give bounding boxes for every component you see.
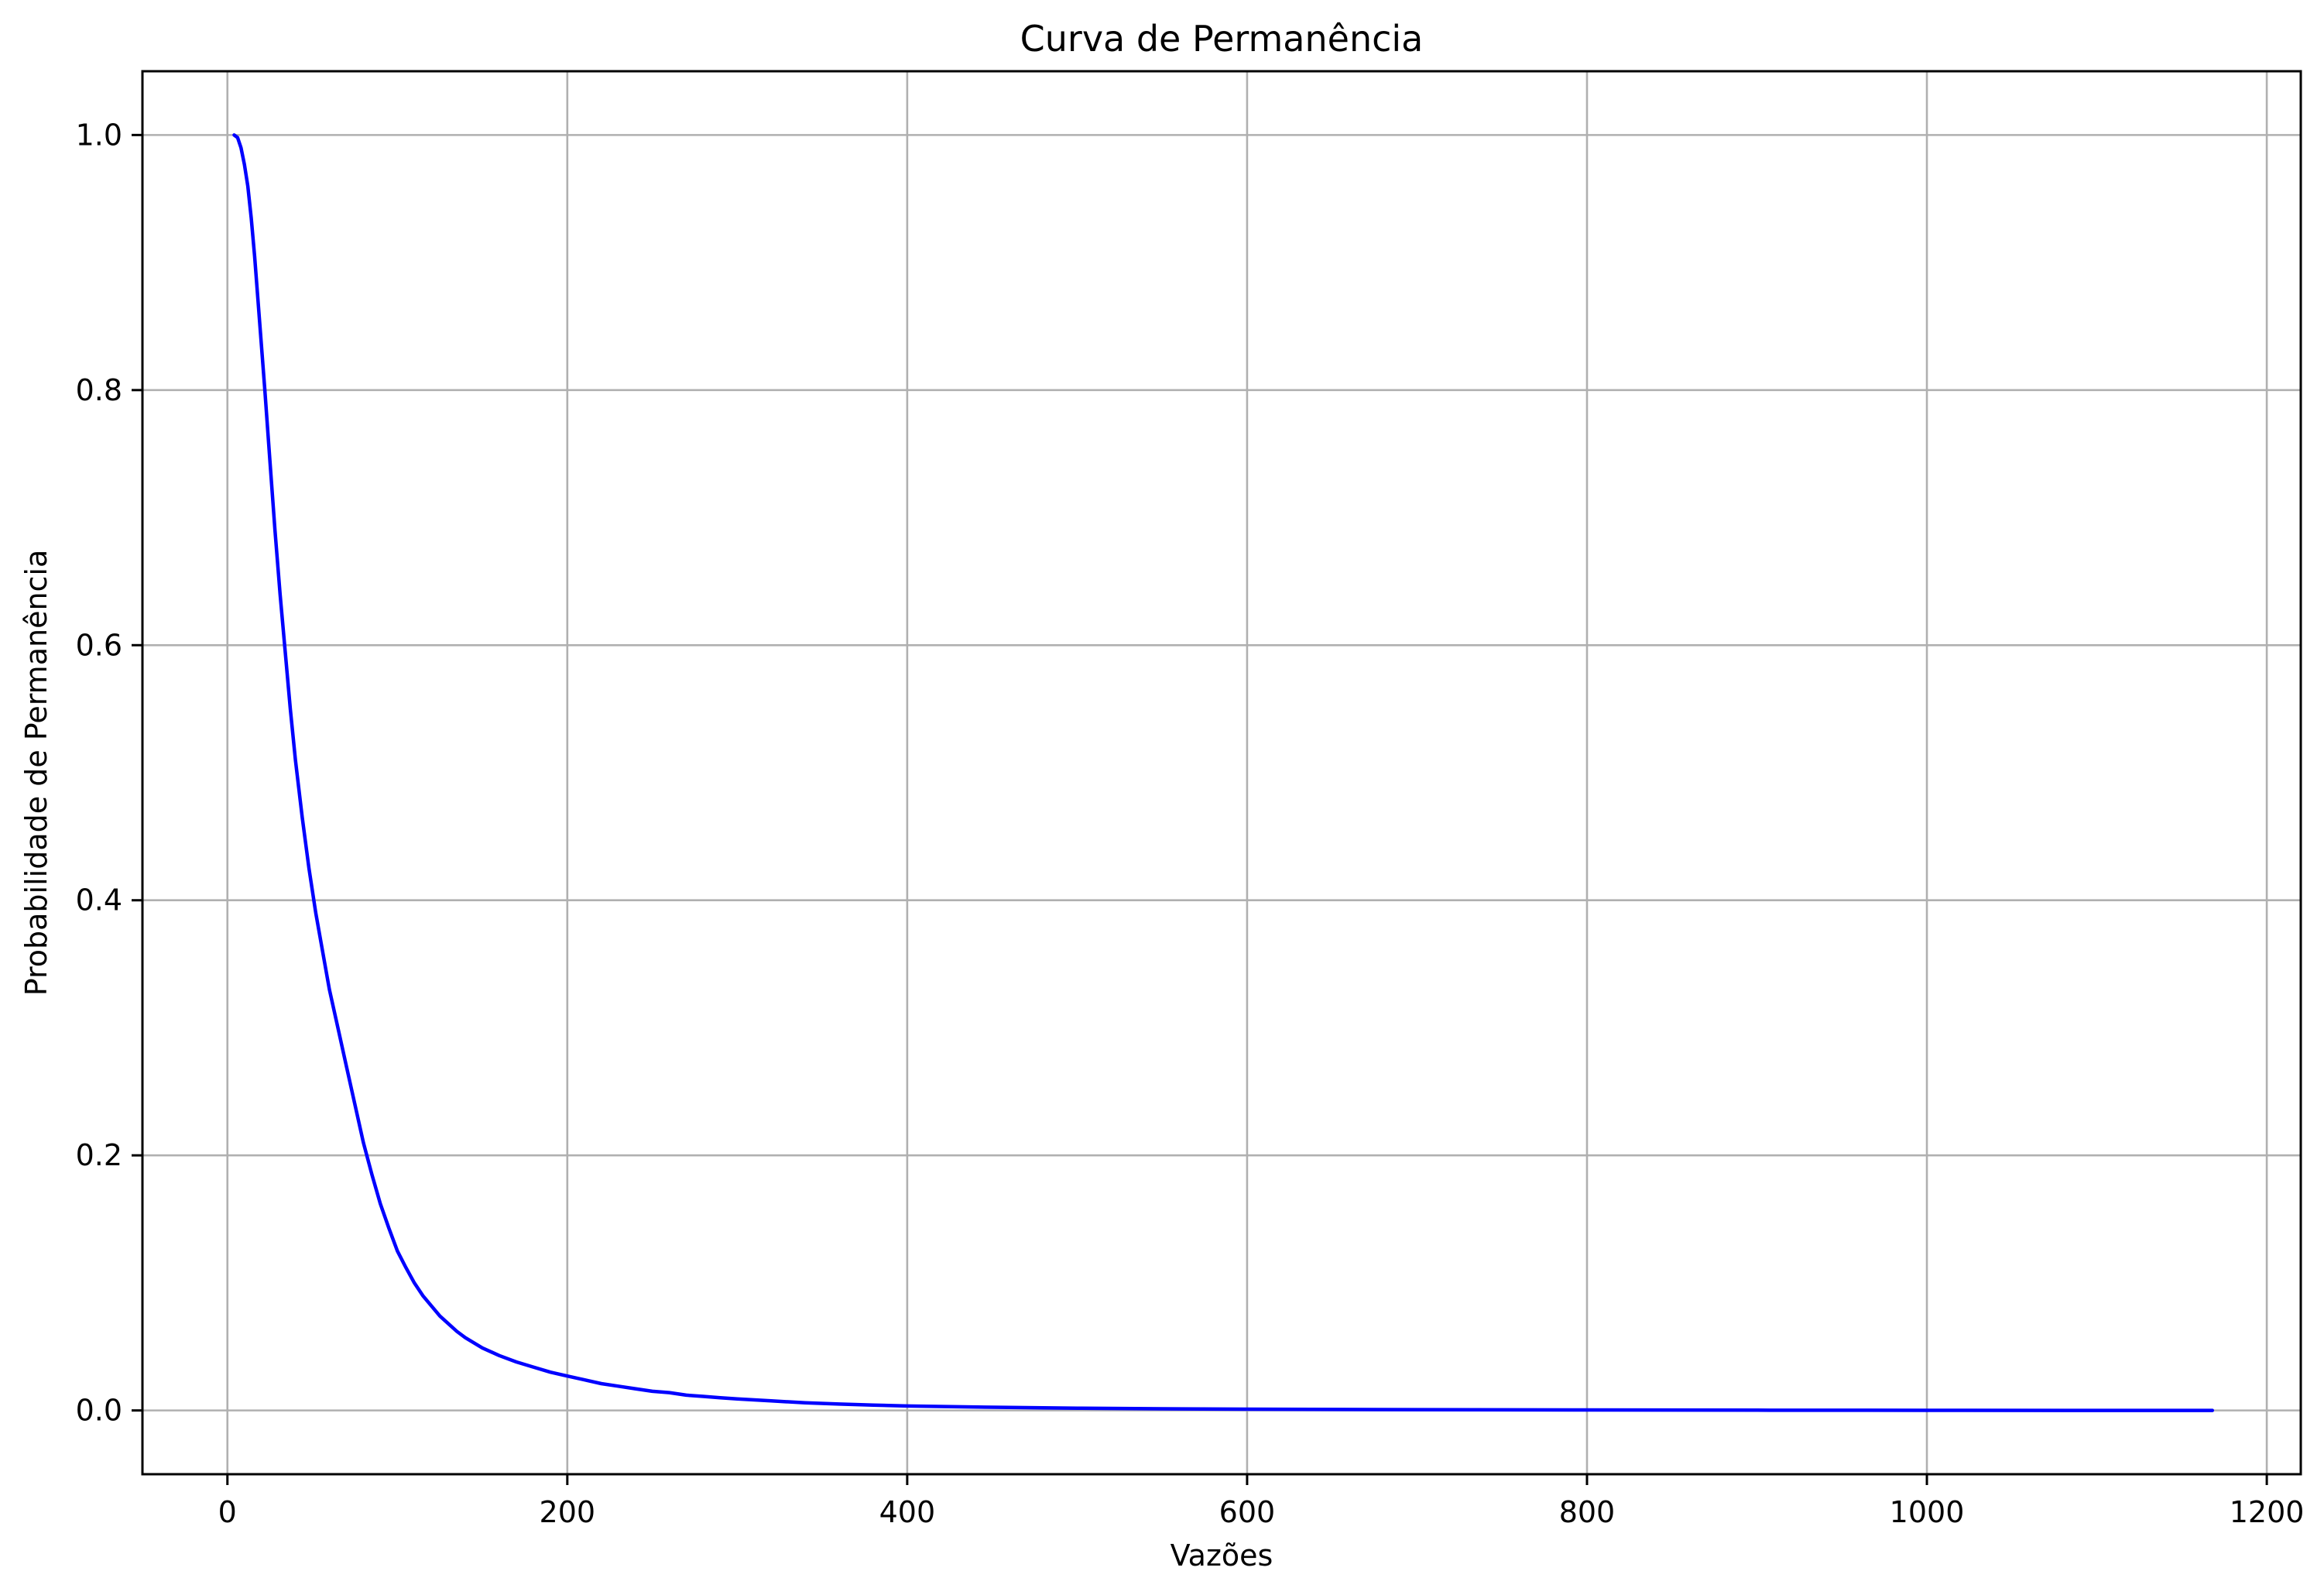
x-axis-label: Vazões <box>1171 1538 1273 1573</box>
y-tick-label: 0.0 <box>76 1394 122 1428</box>
y-tick-label: 0.6 <box>76 628 122 662</box>
chart-title: Curva de Permanência <box>1020 18 1424 60</box>
x-tick-label: 1200 <box>2230 1495 2305 1529</box>
y-axis-label: Probabilidade de Permanência <box>19 550 53 996</box>
ticks: 0 200 400 600 800 1000 1200 0.0 0.2 0.4 0.6 0.8 1.0 <box>76 118 2305 1529</box>
y-tick-label: 0.2 <box>76 1138 122 1172</box>
plot-frame <box>141 70 2302 1476</box>
x-tick-label: 200 <box>540 1495 596 1529</box>
y-tick-label: 0.8 <box>76 373 122 407</box>
y-tick-label: 1.0 <box>76 118 122 152</box>
y-tick-label: 0.4 <box>76 883 122 918</box>
grid <box>142 71 2301 1474</box>
x-tick-label: 0 <box>218 1495 237 1529</box>
series-layer <box>232 133 2215 1412</box>
series-line-0 <box>232 133 2215 1412</box>
x-tick-label: 400 <box>879 1495 936 1529</box>
x-tick-label: 600 <box>1219 1495 1276 1529</box>
x-tick-label: 1000 <box>1890 1495 1965 1529</box>
x-tick-label: 800 <box>1559 1495 1616 1529</box>
